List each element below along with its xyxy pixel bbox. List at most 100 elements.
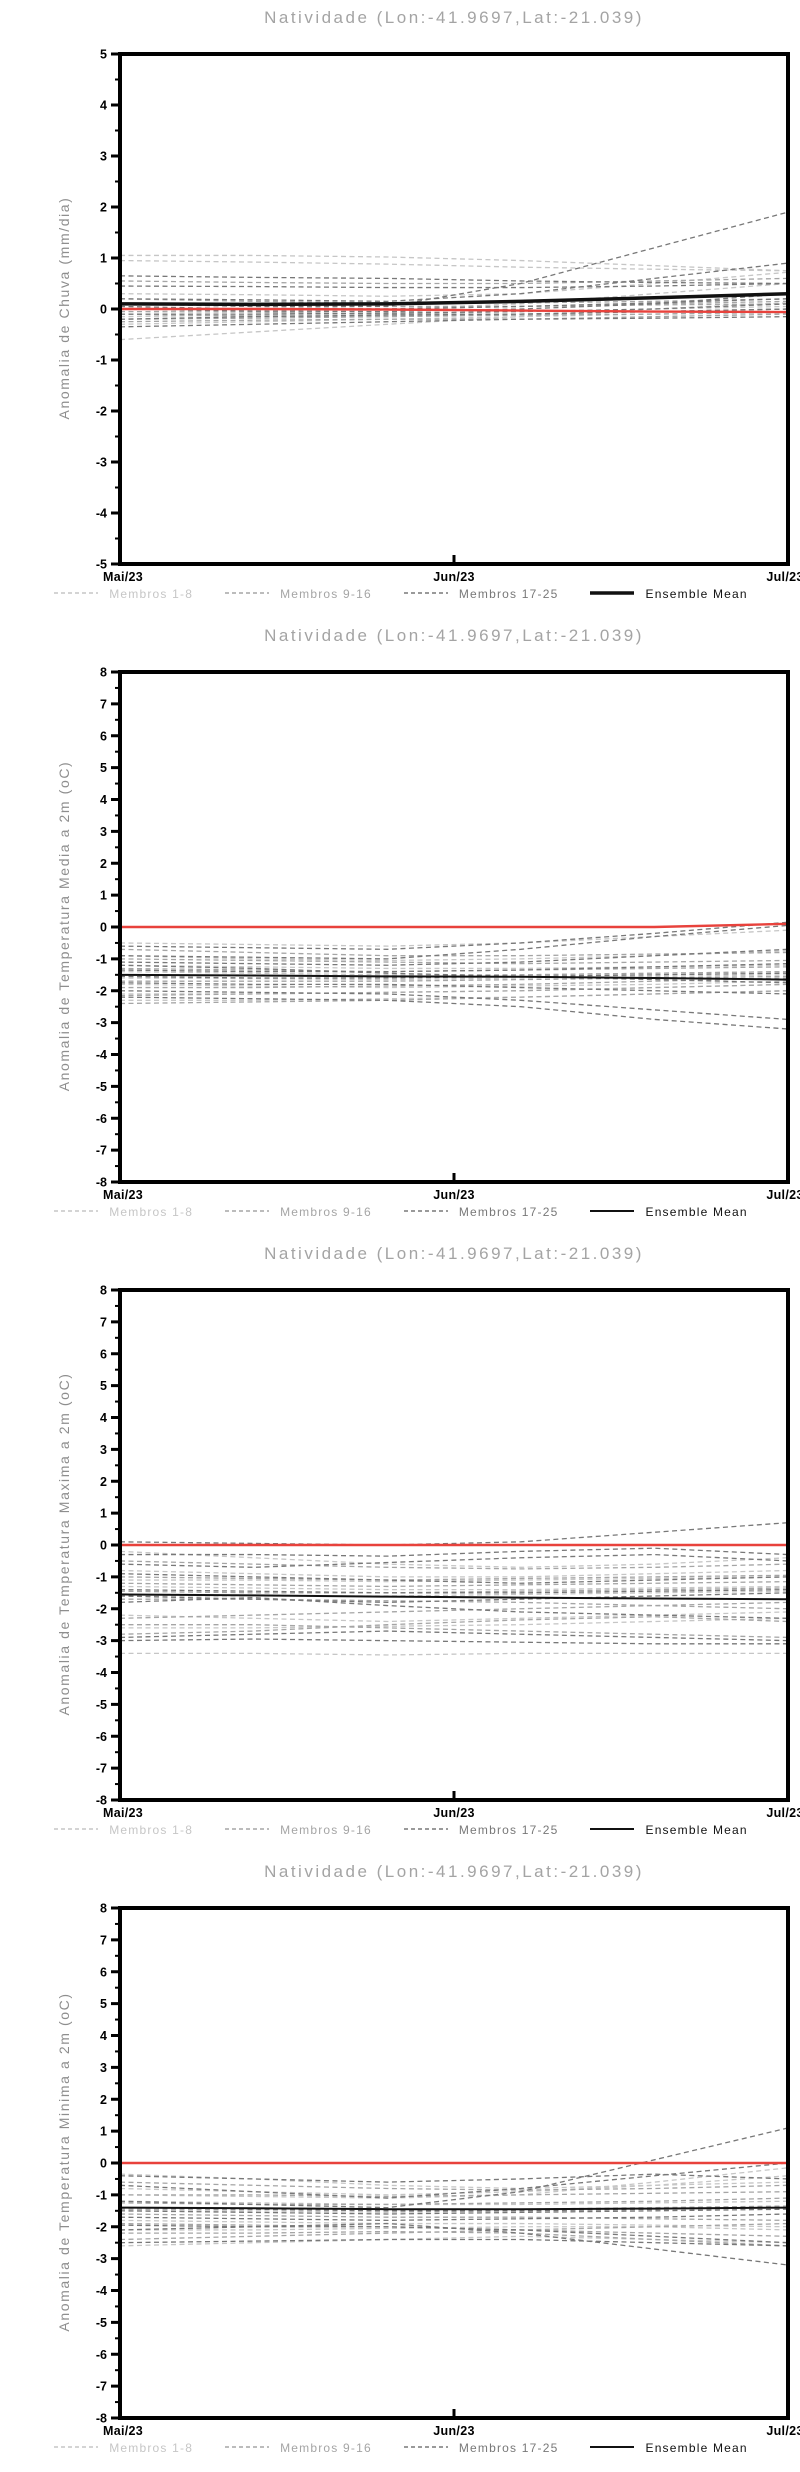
- legend-label: Membros 9-16: [280, 1205, 372, 1219]
- y-tick-label: -8: [96, 2412, 107, 2426]
- x-tick-label: Jun/23: [433, 1806, 474, 1820]
- panel-min-temperature-anomaly: Natividade (Lon:-41.9697,Lat:-21.039) An…: [0, 1854, 800, 2472]
- y-tick-label: 0: [100, 2157, 107, 2171]
- dashed-line-icon: [52, 2439, 100, 2457]
- legend: Membros 1-8 Membros 9-16 Membros 17-25 E…: [0, 585, 800, 603]
- dashed-line-icon: [223, 1203, 271, 1221]
- member-line: [119, 1553, 789, 1568]
- y-tick-label: 1: [100, 889, 107, 903]
- member-line: [119, 983, 789, 997]
- dashed-line-icon: [402, 2439, 450, 2457]
- member-line: [119, 2173, 789, 2190]
- member-line: [119, 313, 789, 323]
- y-tick-label: 7: [100, 1933, 107, 1947]
- dashed-line-sample: [403, 1210, 448, 1212]
- ensemble-chart-svg: -8 -7 -6 -5 -4 -3 -2 -1 0 1 2 3 4 5 6 7 8 Mai/23 Jun/23 Jul…: [96, 1284, 800, 1821]
- y-tick-label: 4: [100, 1411, 107, 1425]
- y-tick-label: 5: [100, 1997, 107, 2011]
- legend-label: Membros 17-25: [458, 1205, 559, 1219]
- legend-item-membros-1-8: Membros 1-8: [52, 1203, 193, 1221]
- y-tick-label: 3: [100, 150, 107, 164]
- member-line: [119, 2167, 789, 2199]
- legend-label: Membros 1-8: [109, 1823, 194, 1837]
- legend-item-ensemble-mean: Ensemble Mean: [588, 585, 747, 603]
- legend-item-membros-1-8: Membros 1-8: [52, 2439, 193, 2457]
- legend-label: Membros 1-8: [109, 1205, 194, 1219]
- dashed-line-icon: [402, 1203, 450, 1221]
- y-tick-label: -7: [96, 1762, 107, 1776]
- y-tick-label: 7: [100, 697, 107, 711]
- y-tick-label: -8: [96, 1176, 107, 1190]
- y-tick-label: 8: [100, 666, 107, 680]
- dashed-line-icon: [52, 1821, 100, 1839]
- dashed-line-sample: [225, 592, 270, 594]
- member-line: [119, 2127, 789, 2209]
- dashed-line-sample: [403, 592, 448, 594]
- y-tick-label: -5: [96, 558, 107, 572]
- chart-title: Natividade (Lon:-41.9697,Lat:-21.039): [264, 1244, 644, 1263]
- y-tick-label: -7: [96, 2380, 107, 2394]
- legend-label: Membros 17-25: [458, 2441, 559, 2455]
- dashed-line-sample: [54, 592, 99, 594]
- y-tick-label: 1: [100, 252, 107, 266]
- y-tick-label: -2: [96, 984, 107, 998]
- y-tick-label: -5: [96, 1698, 107, 1712]
- dashed-line-sample: [403, 2446, 448, 2448]
- dashed-line-sample: [403, 1828, 448, 1830]
- member-line: [120, 1652, 788, 1656]
- y-tick-label: 3: [100, 825, 107, 839]
- member-line: [119, 1569, 789, 1578]
- member-line: [119, 2213, 789, 2222]
- legend-label: Ensemble Mean: [645, 1823, 748, 1837]
- legend-item-ensemble-mean: Ensemble Mean: [588, 1821, 747, 1839]
- member-line: [119, 929, 789, 947]
- member-line: [120, 1617, 789, 1629]
- member-line: [119, 1574, 789, 1581]
- y-tick-label: -3: [96, 1634, 107, 1648]
- member-line: [119, 1611, 789, 1623]
- member-line: [119, 1522, 789, 1546]
- member-line: [119, 958, 789, 965]
- x-tick-label: Mai/23: [103, 570, 143, 584]
- y-tick-label: -1: [96, 2188, 107, 2202]
- chart-title: Natividade (Lon:-41.9697,Lat:-21.039): [264, 8, 644, 27]
- member-line: [119, 996, 789, 1030]
- legend-label: Ensemble Mean: [645, 2441, 748, 2455]
- member-line: [119, 2200, 789, 2206]
- legend: Membros 1-8 Membros 9-16 Membros 17-25 E…: [0, 2439, 800, 2457]
- legend-label: Membros 9-16: [280, 587, 372, 601]
- member-line: [119, 974, 789, 981]
- member-line: [119, 948, 789, 957]
- member-line: [119, 1638, 788, 1645]
- legend: Membros 1-8 Membros 9-16 Membros 17-25 E…: [0, 1821, 800, 1839]
- x-tick-label: Mai/23: [103, 1806, 143, 1820]
- y-tick-label: 1: [100, 1507, 107, 1521]
- member-line: [119, 963, 789, 973]
- legend-label: Ensemble Mean: [645, 587, 748, 601]
- member-line: [119, 948, 789, 966]
- dashed-line-icon: [402, 1821, 450, 1839]
- member-line: [119, 2235, 789, 2247]
- y-tick-label: 6: [100, 729, 107, 743]
- y-tick-label: -7: [96, 1144, 107, 1158]
- x-tick-label: Jul/23: [766, 2424, 800, 2438]
- dashed-line-sample: [225, 2446, 270, 2448]
- member-line: [119, 1588, 789, 1594]
- legend-item-membros-9-16: Membros 9-16: [223, 2439, 372, 2457]
- member-line: [119, 2219, 789, 2228]
- y-tick-label: -3: [96, 456, 107, 470]
- y-tick-label: 4: [100, 793, 107, 807]
- legend-label: Ensemble Mean: [645, 1205, 748, 1219]
- x-tick-label: Jun/23: [433, 2424, 474, 2438]
- member-line: [119, 1573, 789, 1584]
- x-tick-label: Jul/23: [766, 1188, 800, 1202]
- solid-line-icon: [588, 1203, 636, 1221]
- y-tick-label: -3: [96, 2252, 107, 2266]
- legend-item-membros-9-16: Membros 9-16: [223, 1821, 372, 1839]
- y-tick-label: 8: [100, 1284, 107, 1298]
- x-tick-label: Jul/23: [766, 570, 800, 584]
- y-tick-label: -8: [96, 1794, 107, 1808]
- member-line: [119, 2181, 789, 2191]
- y-tick-label: 3: [100, 1443, 107, 1457]
- legend-label: Membros 1-8: [109, 587, 194, 601]
